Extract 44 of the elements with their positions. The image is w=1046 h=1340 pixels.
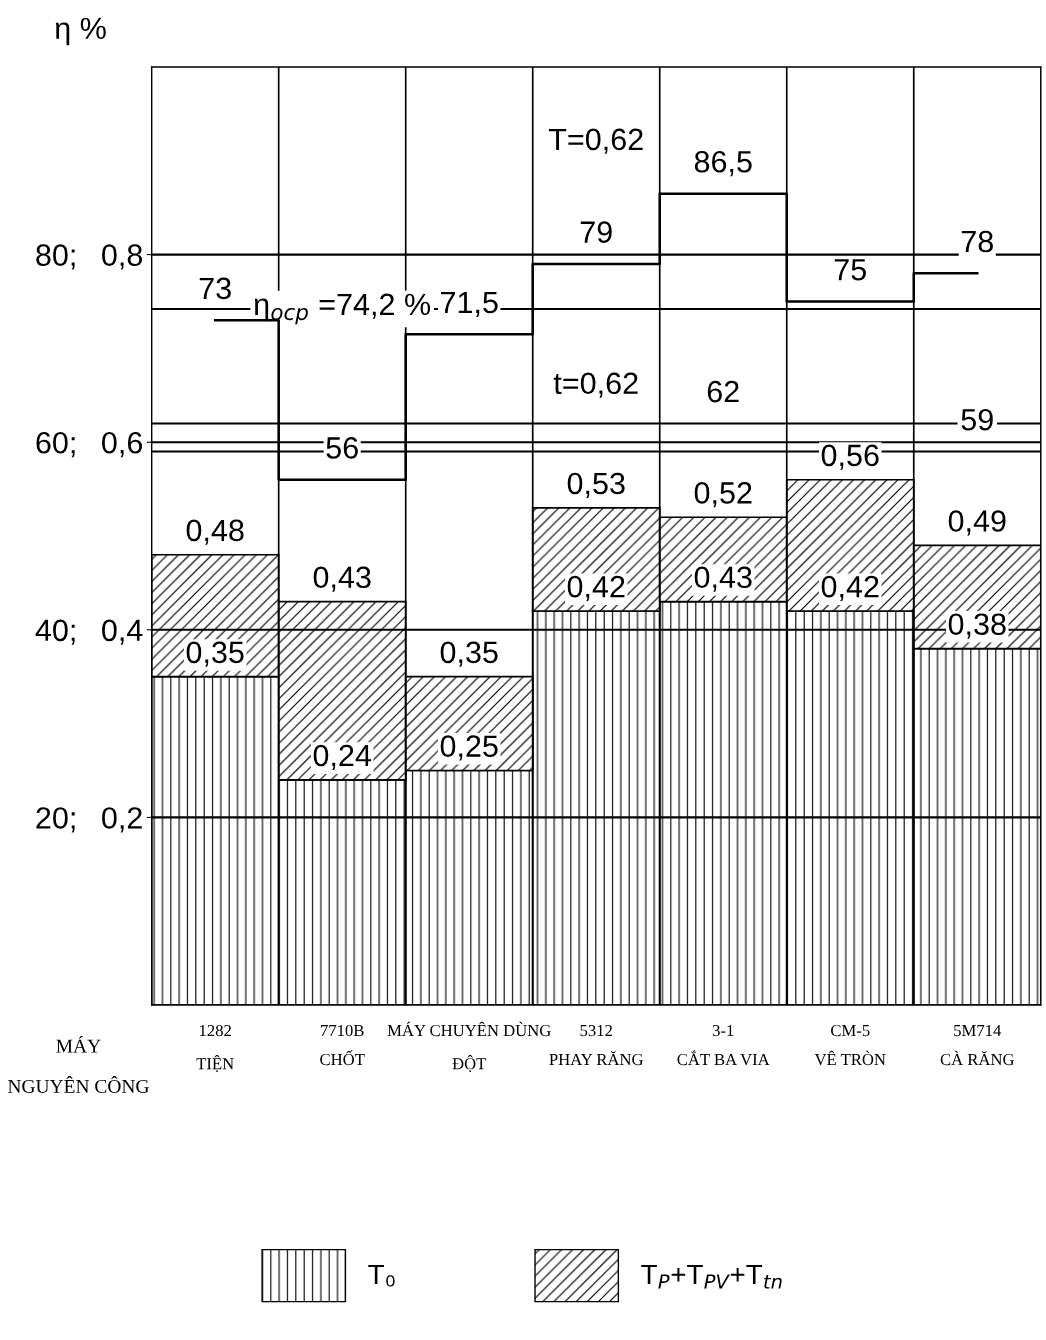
y2-tick-label: 0,2 [102, 807, 142, 833]
total-label: 0,43 [313, 566, 371, 592]
legend-label: T₀ [368, 1264, 395, 1287]
x-tick-label: 3-1 CẮT BA VIA [677, 1024, 770, 1066]
y-tick-label: 80; [36, 244, 75, 270]
text: NGUYÊN CÔNG [7, 1076, 149, 1093]
total-label: 0,35 [440, 641, 498, 667]
data-label: 79 [580, 221, 612, 243]
ref-line-label: 59 [961, 408, 993, 431]
y2-tick-label: 0,6 [102, 431, 142, 458]
data-label: 0,25 [440, 735, 498, 761]
data-label: 0,24 [313, 744, 372, 770]
y-tick-label: 60; [36, 431, 75, 458]
x-tick-label: 1282 TIỆN [196, 1024, 234, 1072]
ref-line-label: η$_{ocp}$ =74,2 % [254, 293, 431, 325]
data-label: 0,42 [821, 575, 879, 602]
data-label: 0,35 [186, 641, 244, 667]
x-tick-label: CM-5 VÊ TRÒN [814, 1024, 886, 1066]
text: MÁY [56, 1035, 101, 1053]
x-tick-label: 7710B CHỐT [320, 1024, 365, 1066]
total-label: 0,48 [186, 519, 244, 545]
data-label: 56 [326, 437, 358, 459]
data-label: 78 [961, 230, 993, 253]
total-label: 0,52 [694, 482, 752, 508]
y-axis-title: η % [55, 17, 106, 46]
y-tick-label: 40; [35, 619, 75, 645]
ref-line-label: 62 [707, 380, 739, 403]
data-label: 75 [834, 259, 866, 281]
y2-tick-label: 0,4 [102, 619, 143, 645]
annotation: t=0,62 [553, 372, 638, 398]
data-label: 0,42 [567, 575, 625, 602]
data-label: 71,5 [441, 291, 498, 317]
legend-label: T$_{P}$+T$_{PV}$+T$_{tn}$ [641, 1264, 782, 1289]
total-label: 0,49 [948, 510, 1006, 536]
total-label: 0,56 [821, 444, 879, 470]
data-label: 86,5 [694, 150, 752, 177]
data-label: 0,43 [694, 566, 752, 592]
y-tick-label: 20; [36, 807, 75, 833]
annotation: T=0,62 [548, 128, 643, 154]
data-label: 73 [199, 277, 231, 300]
data-label: 0,38 [948, 613, 1006, 639]
x-tick-label: 5M714 CÀ RĂNG [940, 1025, 1015, 1066]
y2-tick-label: 0,8 [102, 244, 143, 270]
total-label: 0,53 [567, 472, 625, 498]
